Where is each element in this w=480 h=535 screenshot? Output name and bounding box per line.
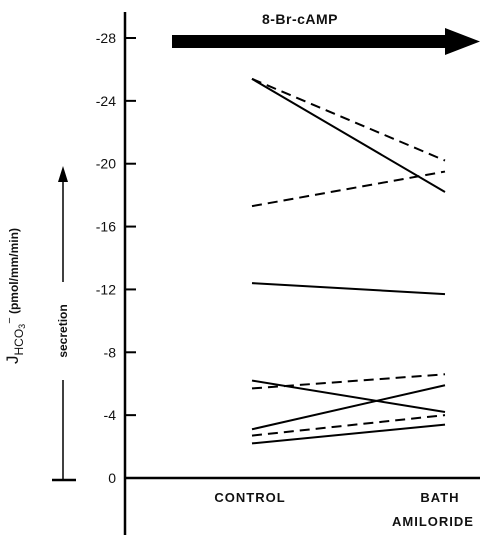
series-line-7 — [251, 384, 446, 431]
y-axis-title-text: JHCO3− (pmol/mm/min) — [3, 228, 27, 364]
y-tick-label: 0 — [108, 470, 116, 486]
y-tick-label: -24 — [96, 93, 116, 109]
x-label-amiloride: AMILORIDE — [392, 514, 474, 529]
y-tick-label: -12 — [96, 281, 116, 297]
x-label-bath: BATH — [420, 490, 459, 505]
series-line-6 — [251, 373, 446, 390]
y-tick-label: -4 — [104, 407, 117, 423]
secretion-indicator: secretion — [52, 166, 76, 482]
series-line-2 — [251, 77, 446, 162]
treatment-label: 8-Br-cAMP — [262, 11, 338, 27]
x-label-control: CONTROL — [214, 490, 285, 505]
series-line-4 — [251, 282, 446, 296]
secretion-label: secretion — [56, 304, 70, 357]
y-tick-label: -8 — [104, 344, 117, 360]
series-line-3 — [251, 170, 446, 208]
y-tick-label: -16 — [96, 219, 116, 235]
y-axis-title-main: J — [3, 355, 22, 364]
y-axis-ticks: 0 -4 -8 -12 -16 -20 -24 -28 — [96, 30, 136, 486]
data-series — [251, 77, 446, 445]
y-axis-title-subsub: 3 — [17, 324, 27, 329]
treatment-arrow-shaft — [172, 35, 447, 48]
series-line-8 — [251, 414, 446, 437]
y-tick-label: -28 — [96, 30, 116, 46]
treatment-arrow-head — [445, 28, 480, 55]
y-axis-title-charge: − — [4, 317, 16, 323]
series-line-1 — [251, 77, 446, 193]
y-tick-label: -20 — [96, 156, 116, 172]
series-line-9 — [251, 423, 446, 445]
y-axis-title: JHCO3− (pmol/mm/min) — [3, 228, 27, 364]
y-axis-title-sub: HCO — [12, 329, 26, 356]
y-axis-title-units: (pmol/mm/min) — [7, 228, 21, 317]
secretion-arrowhead — [58, 166, 68, 182]
treatment-arrow: 8-Br-cAMP — [172, 11, 480, 55]
